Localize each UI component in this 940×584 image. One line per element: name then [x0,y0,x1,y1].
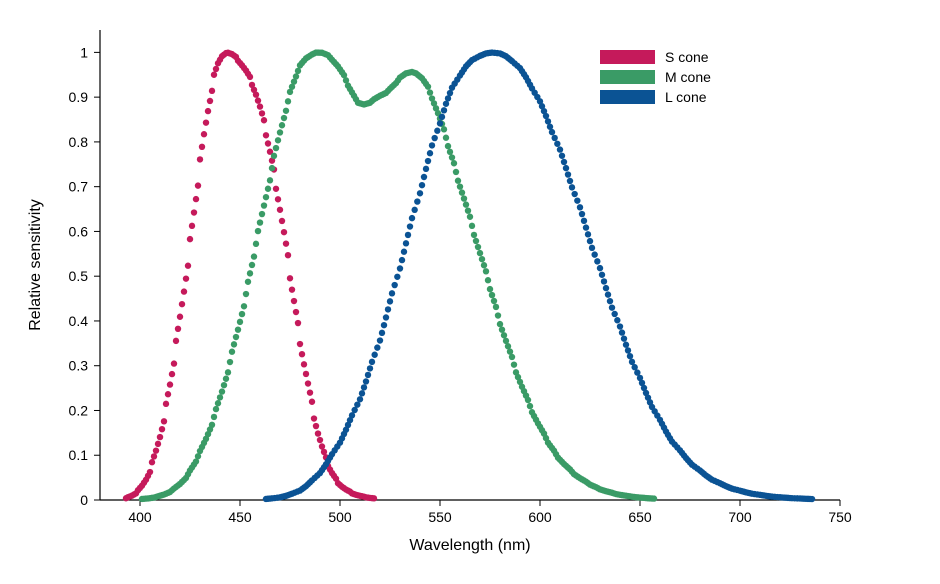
y-tick-label: 0.1 [69,447,89,463]
chart-svg: 400 450 500 550 600 650 700 750 0 0.1 0.2 0.3 0.4 0.5… [0,0,940,584]
x-tick-label: 450 [228,509,252,525]
x-tick-label: 550 [428,509,452,525]
x-tick-label: 600 [528,509,552,525]
x-tick-label: 700 [728,509,752,525]
legend-label: L cone [665,89,707,105]
cone-sensitivity-chart: 400 450 500 550 600 650 700 750 0 0.1 0.2 0.3 0.4 0.5… [0,0,940,584]
x-tick-label: 750 [828,509,852,525]
y-tick-label: 0 [80,492,88,508]
legend-swatch [600,50,655,64]
y-tick-label: 0.4 [69,313,89,329]
legend-label: S cone [665,49,709,65]
y-axis-label: Relative sensitivity [27,199,44,331]
y-tick-label: 0.3 [69,358,89,374]
x-tick-label: 650 [628,509,652,525]
x-tick-label: 400 [128,509,152,525]
legend-label: M cone [665,69,711,85]
y-tick-label: 0.8 [69,134,89,150]
y-tick-label: 0.2 [69,402,89,418]
y-tick-label: 0.7 [69,179,89,195]
x-tick-label: 500 [328,509,352,525]
x-axis-label: Wavelength (nm) [409,537,530,554]
y-tick-label: 0.9 [69,89,89,105]
y-tick-label: 0.5 [69,268,89,284]
legend-swatch [600,90,655,104]
y-tick-label: 1 [80,44,88,60]
legend-swatch [600,70,655,84]
y-tick-label: 0.6 [69,223,89,239]
